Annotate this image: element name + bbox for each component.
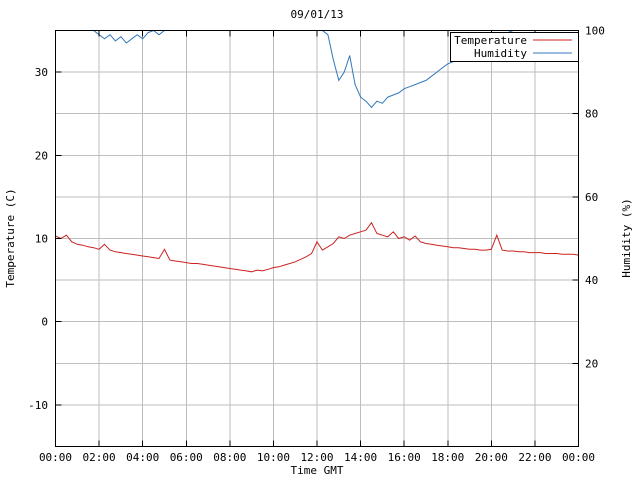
x-tick-label: 18:00 — [431, 451, 464, 464]
legend-label-temperature: Temperature — [454, 34, 527, 47]
x-tick-label: 20:00 — [475, 451, 508, 464]
y-left-tick-label: 30 — [35, 66, 48, 79]
x-tick-label: 00:00 — [39, 451, 72, 464]
x-tick-label: 06:00 — [170, 451, 203, 464]
y-axis-label-right: Humidity (%) — [620, 198, 633, 277]
y-left-tick-label: 0 — [41, 316, 48, 329]
x-tick-label: 14:00 — [344, 451, 377, 464]
x-tick-label: 22:00 — [518, 451, 551, 464]
y-left-tick-label: 20 — [35, 149, 48, 162]
x-tick-label: 10:00 — [257, 451, 290, 464]
y-left-tick-label: -10 — [28, 399, 48, 412]
tick-labels: 00:00 02:00 04:00 06:00 08:00 10:00 12:00 14:00… — [28, 25, 605, 465]
y-axis-label-left: Temperature (C) — [4, 188, 17, 287]
temperature-series-line — [55, 221, 579, 273]
y-right-tick-label: 60 — [585, 191, 598, 204]
axis-ticks — [55, 30, 579, 447]
legend-label-humidity: Humidity — [474, 47, 527, 60]
y-left-tick-label: 10 — [35, 233, 48, 246]
y-right-tick-label: 80 — [585, 108, 598, 121]
x-tick-label: 16:00 — [388, 451, 421, 464]
x-tick-label: 08:00 — [213, 451, 246, 464]
y-right-tick-label: 40 — [585, 274, 598, 287]
x-axis-label: Time GMT — [291, 464, 344, 477]
y-right-tick-label: 100 — [585, 25, 605, 38]
chart-title: 09/01/13 — [291, 8, 344, 21]
x-tick-label: 02:00 — [83, 451, 116, 464]
x-tick-label: 00:00 — [562, 451, 595, 464]
x-tick-label: 12:00 — [300, 451, 333, 464]
y-right-tick-label: 20 — [585, 357, 598, 370]
legend-box — [450, 32, 579, 62]
grid-lines — [55, 30, 579, 447]
x-tick-label: 04:00 — [126, 451, 159, 464]
